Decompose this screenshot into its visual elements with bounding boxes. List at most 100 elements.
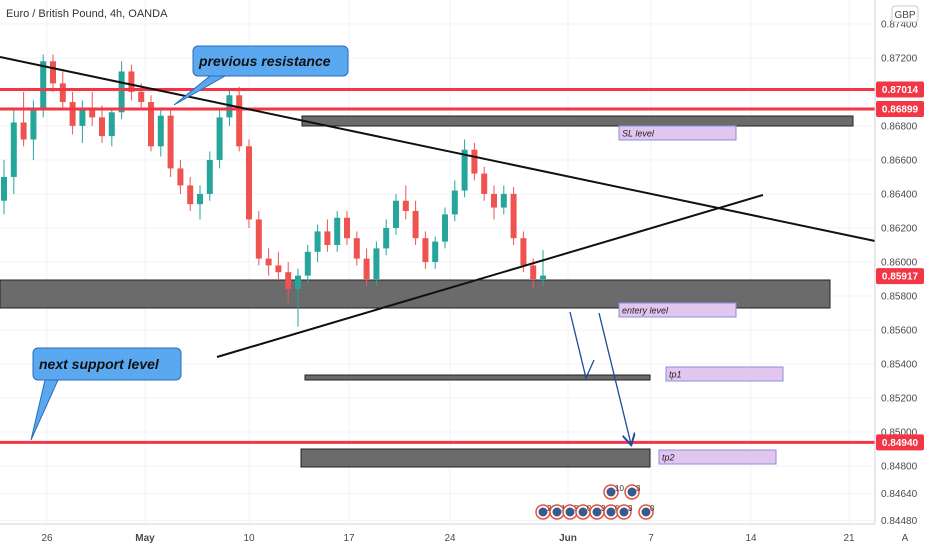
event-markers: 2012303031030 — [535, 484, 655, 520]
event-marker-dot — [538, 507, 548, 517]
sl-zone[interactable] — [301, 115, 854, 127]
tp1-label[interactable]: tp1 — [665, 366, 784, 382]
candle — [79, 100, 86, 143]
price-tick-label: 0.86000 — [881, 258, 918, 269]
candle-body — [1, 176, 7, 201]
tp2-label[interactable]: tp2 — [658, 449, 777, 465]
candle-body — [334, 217, 341, 245]
tp1-zone[interactable] — [304, 374, 651, 381]
time-axis[interactable]: 26 May 10 17 24 Jun 7 14 21 — [41, 533, 855, 544]
event-marker[interactable]: 0 — [575, 504, 592, 520]
candle-body — [246, 146, 252, 220]
candle — [285, 262, 292, 303]
candle-body — [157, 115, 164, 147]
previous-resistance-callout[interactable]: previous resistance — [173, 45, 349, 106]
time-tick-label: 24 — [444, 533, 456, 544]
tp2-zone[interactable] — [300, 448, 651, 468]
candle — [540, 250, 546, 286]
candle-body — [89, 108, 96, 118]
candle — [461, 139, 468, 198]
candle — [471, 142, 478, 181]
candle — [353, 231, 360, 266]
candle — [50, 54, 56, 92]
candles — [1, 54, 546, 327]
arrow-to-tp2 — [598, 312, 631, 444]
candle-body — [167, 115, 174, 169]
candle — [226, 88, 233, 126]
time-tick-label: 7 — [648, 533, 654, 544]
price-tick-label: 0.84640 — [881, 489, 918, 500]
candle-body — [295, 275, 301, 290]
time-tick-label: 10 — [243, 533, 255, 544]
price-tick-label: 0.85800 — [881, 292, 918, 303]
event-marker-dot — [627, 487, 637, 497]
sl-level-label[interactable]: SL level — [618, 125, 737, 141]
candle — [324, 219, 331, 252]
price-tag-bg — [876, 101, 924, 118]
price-tag-bg — [876, 268, 924, 285]
time-tick-label: May — [135, 533, 155, 544]
price-tick-label: 0.86200 — [881, 223, 918, 234]
price-tag-label: 0.86899 — [882, 105, 919, 116]
svg-text:A: A — [902, 533, 909, 544]
price-tick-label: 0.85400 — [881, 360, 918, 371]
callout-text: previous resistance — [198, 53, 331, 69]
event-marker-count: 0 — [650, 504, 655, 513]
candle — [197, 185, 203, 220]
next-support-callout[interactable]: next support level — [30, 347, 182, 441]
candle-body — [520, 238, 527, 266]
candle — [295, 268, 301, 327]
auto-scale-button[interactable]: A — [902, 533, 909, 544]
candle-body — [10, 122, 17, 177]
price-tick-label: 0.87200 — [881, 53, 918, 64]
label-text: SL level — [622, 129, 655, 139]
candle — [128, 64, 135, 101]
price-tick-label: 0.84800 — [881, 462, 918, 473]
candle-body — [363, 258, 370, 280]
candle-body — [344, 217, 350, 239]
time-tick-label: 21 — [843, 533, 855, 544]
entry-level-label[interactable]: entery level — [618, 302, 737, 318]
candle — [148, 95, 154, 152]
candle — [373, 241, 380, 286]
event-marker[interactable]: 0 — [638, 504, 655, 520]
price-tick-label: 0.85200 — [881, 394, 918, 405]
candle-body — [99, 117, 105, 137]
candle — [363, 248, 370, 286]
event-marker-dot — [565, 507, 575, 517]
event-marker[interactable]: 10 — [603, 484, 624, 500]
event-marker[interactable]: 3 — [624, 484, 641, 500]
ascending-trendline[interactable] — [216, 194, 764, 358]
candle — [402, 185, 409, 220]
candle — [246, 139, 252, 228]
event-marker-dot — [606, 507, 616, 517]
candle — [177, 159, 184, 194]
annotation-labels: SL level entery level tp1 tp2 — [618, 125, 784, 465]
candle-body — [108, 112, 115, 137]
candle-body — [471, 149, 478, 174]
currency-badge[interactable]: GBP — [891, 5, 919, 23]
price-tag: 0.86899 — [876, 101, 924, 118]
candle-body — [197, 193, 203, 205]
candle — [481, 166, 488, 201]
price-tick-label: 0.85600 — [881, 326, 918, 337]
label-text: tp1 — [669, 370, 682, 380]
price-tag-bg — [876, 81, 924, 98]
descending-trendline[interactable] — [0, 56, 876, 242]
candle — [442, 207, 448, 249]
time-tick-label: Jun — [559, 533, 577, 544]
candle — [334, 210, 341, 252]
candle — [265, 248, 272, 276]
candle — [412, 200, 419, 245]
candle-body — [491, 193, 497, 208]
candle-body — [500, 193, 507, 208]
candle-body — [148, 102, 154, 147]
candle-body — [412, 210, 419, 239]
candle-body — [481, 173, 488, 194]
time-tick-label: 17 — [343, 533, 355, 544]
event-marker[interactable]: 3 — [616, 504, 633, 520]
candle-body — [226, 95, 233, 118]
candle — [344, 210, 350, 245]
